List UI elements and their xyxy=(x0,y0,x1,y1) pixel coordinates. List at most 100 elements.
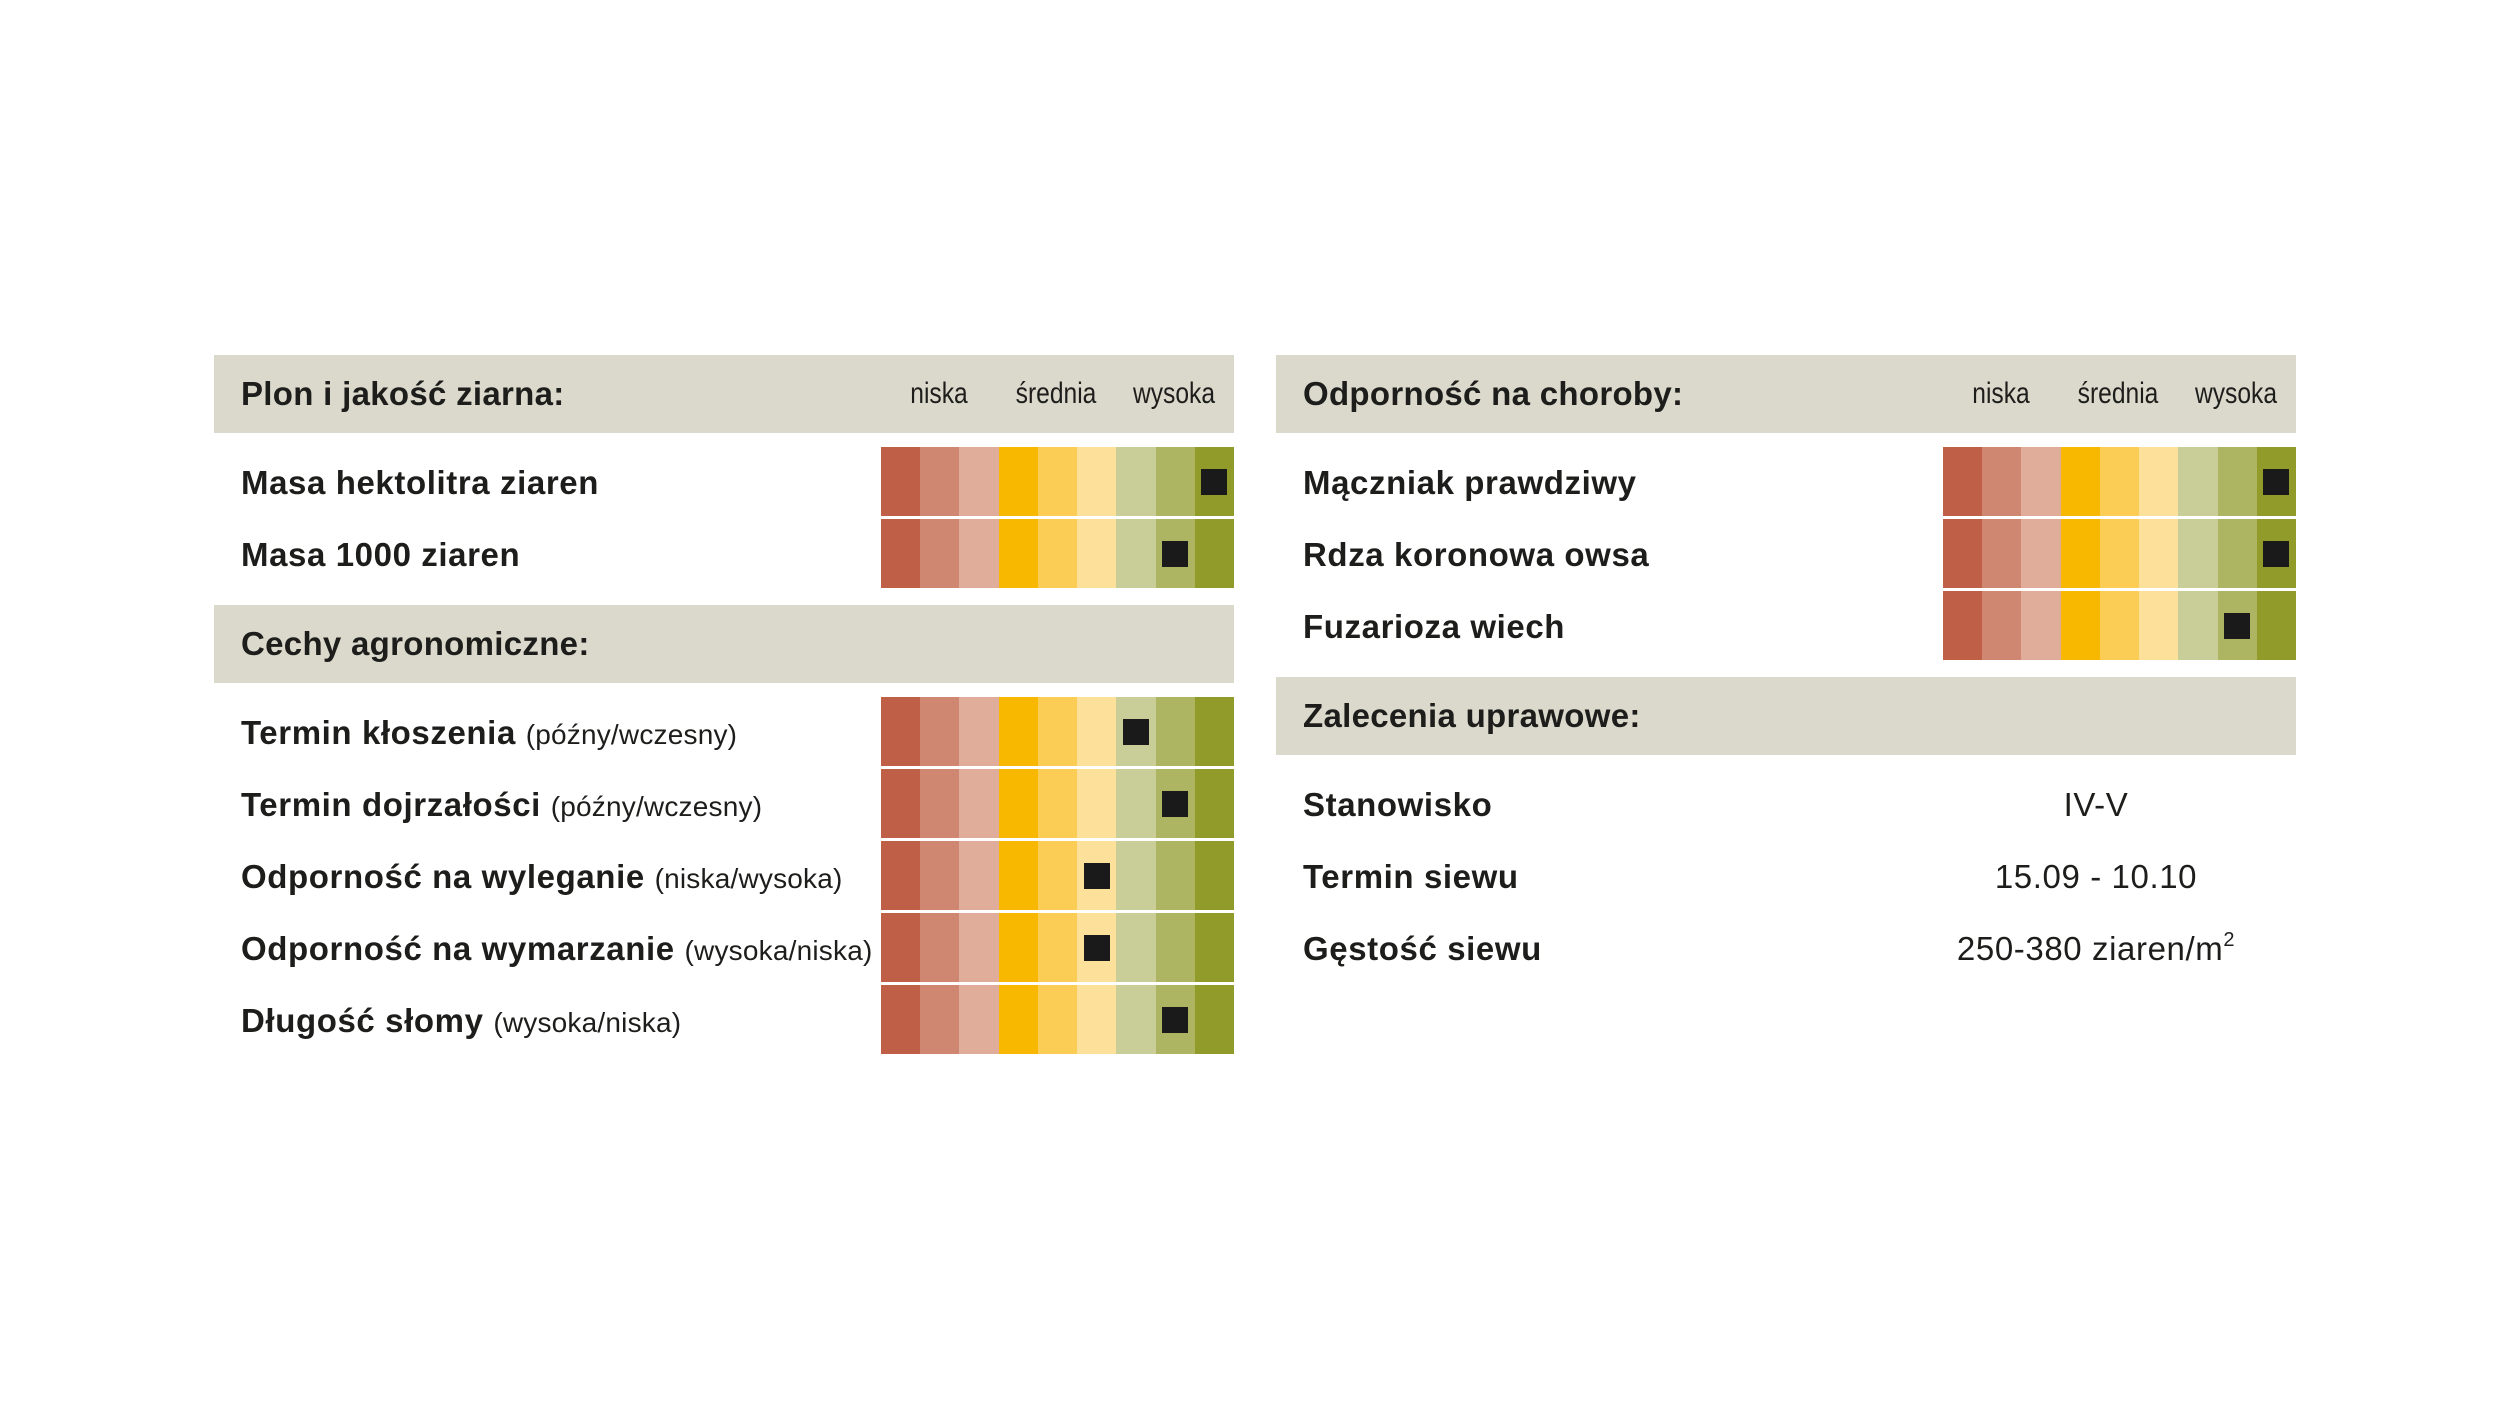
legend-high: wysoka xyxy=(2194,377,2278,410)
rating-list: Termin kłoszenia (późny/wczesny) Termin d… xyxy=(214,683,1234,1071)
rating-label: Odporność na wymarzanie (wysoka/niska) xyxy=(241,930,873,967)
rating-list: Masa hektolitra ziaren Masa 1000 ziaren xyxy=(214,433,1234,605)
rating-marker xyxy=(1162,540,1189,567)
rating-scale xyxy=(1943,519,2296,588)
scale-cell xyxy=(1194,447,1234,516)
scale-cell xyxy=(2099,447,2140,516)
scale-cell xyxy=(959,985,999,1054)
scale-cell xyxy=(2021,591,2061,660)
scale-cell xyxy=(2139,591,2179,660)
scale-cell xyxy=(920,769,960,838)
scale-cell xyxy=(881,519,921,588)
rating-label: Fuzarioza wiech xyxy=(1303,608,1566,645)
recommendation-label: Stanowisko xyxy=(1303,786,1493,823)
rating-note: (późny/wczesny) xyxy=(525,719,738,750)
scale-cell xyxy=(881,769,921,838)
scale-cell xyxy=(2217,519,2257,588)
scale-cell xyxy=(2256,519,2296,588)
scale-cell xyxy=(1155,985,1195,1054)
scale-cell xyxy=(1194,841,1234,910)
rating-scale xyxy=(881,519,1234,588)
scale-cell xyxy=(2139,519,2179,588)
scale-cell xyxy=(2060,447,2100,516)
rating-note: (wysoka/niska) xyxy=(684,935,873,966)
rating-scale xyxy=(881,985,1234,1054)
rating-row: Termin dojrzałości (późny/wczesny) xyxy=(214,769,1234,841)
legend-low: niska xyxy=(1972,377,2030,410)
rating-label: Termin dojrzałości (późny/wczesny) xyxy=(241,786,763,823)
scale-cell xyxy=(1037,697,1078,766)
rating-note: (wysoka/niska) xyxy=(493,1007,682,1038)
scale-cell xyxy=(1077,697,1117,766)
scale-cell xyxy=(881,447,921,516)
rating-row: Długość słomy (wysoka/niska) xyxy=(214,985,1234,1057)
scale-cell xyxy=(1037,913,1078,982)
scale-cell xyxy=(1943,447,1983,516)
rating-note: (niska/wysoka) xyxy=(654,863,843,894)
scale-cell xyxy=(1037,447,1078,516)
scale-cell xyxy=(1194,697,1234,766)
scale-cell xyxy=(1194,519,1234,588)
scale-cell xyxy=(2256,591,2296,660)
scale-cell xyxy=(1037,841,1078,910)
rating-row: Odporność na wymarzanie (wysoka/niska) xyxy=(214,913,1234,985)
rating-marker xyxy=(1083,934,1110,961)
scale-cell xyxy=(1155,697,1195,766)
scale-cell xyxy=(1194,769,1234,838)
scale-cell xyxy=(1077,913,1117,982)
rating-row: Rdza koronowa owsa xyxy=(1276,519,2296,591)
section-title: Zalecenia uprawowe: xyxy=(1303,697,1641,734)
scale-cell xyxy=(959,841,999,910)
scale-cell xyxy=(1155,913,1195,982)
recommendation-label: Termin siewu xyxy=(1303,858,1519,895)
recommendation-row: Stanowisko IV-V xyxy=(1276,769,2296,841)
scale-cell xyxy=(920,841,960,910)
section-title: Odporność na choroby: xyxy=(1303,375,1684,412)
scale-cell xyxy=(1077,841,1117,910)
right-panel: Odporność na choroby: niska średnia wyso… xyxy=(1276,355,2296,999)
legend-low: niska xyxy=(910,377,968,410)
scale-cell xyxy=(959,913,999,982)
scale-cell xyxy=(1194,985,1234,1054)
scale-cell xyxy=(1943,519,1983,588)
scale-cell xyxy=(1116,519,1156,588)
rating-label: Masa hektolitra ziaren xyxy=(241,464,599,501)
scale-cell xyxy=(959,769,999,838)
rating-scale xyxy=(881,913,1234,982)
scale-cell xyxy=(1155,519,1195,588)
scale-cell xyxy=(2021,447,2061,516)
rating-marker xyxy=(2224,612,2251,639)
scale-cell xyxy=(1116,769,1156,838)
rating-scale xyxy=(881,769,1234,838)
scale-cell xyxy=(1982,591,2022,660)
rating-scale xyxy=(881,447,1234,516)
rating-label: Rdza koronowa owsa xyxy=(1303,536,1650,573)
scale-cell xyxy=(2217,591,2257,660)
recommendation-label: Gęstość siewu xyxy=(1303,930,1542,967)
scale-cell xyxy=(2217,447,2257,516)
scale-cell xyxy=(959,519,999,588)
scale-cell xyxy=(2099,591,2140,660)
scale-cell xyxy=(881,841,921,910)
rating-label: Masa 1000 ziaren xyxy=(241,536,521,573)
scale-cell xyxy=(1037,519,1078,588)
recommendation-list: Stanowisko IV-V Termin siewu 15.09 - 10.… xyxy=(1276,755,2296,999)
scale-cell xyxy=(1077,769,1117,838)
section-title: Plon i jakość ziarna: xyxy=(241,375,565,412)
scale-cell xyxy=(1982,447,2022,516)
rating-marker xyxy=(2263,468,2290,495)
scale-cell xyxy=(1116,985,1156,1054)
scale-cell xyxy=(1037,985,1078,1054)
scale-cell xyxy=(1982,519,2022,588)
scale-cell xyxy=(881,697,921,766)
recommendation-row: Gęstość siewu 250-380 ziaren/m2 xyxy=(1276,913,2296,985)
rating-note: (późny/wczesny) xyxy=(550,791,763,822)
scale-cell xyxy=(1155,769,1195,838)
rating-list: Mączniak prawdziwy Rdza koronowa owsa Fuza… xyxy=(1276,433,2296,677)
scale-cell xyxy=(998,841,1038,910)
scale-cell xyxy=(998,769,1038,838)
superscript: 2 xyxy=(2223,929,2236,951)
section-title: Cechy agronomiczne: xyxy=(241,625,590,662)
scale-cell xyxy=(920,447,960,516)
rating-marker xyxy=(1083,862,1110,889)
